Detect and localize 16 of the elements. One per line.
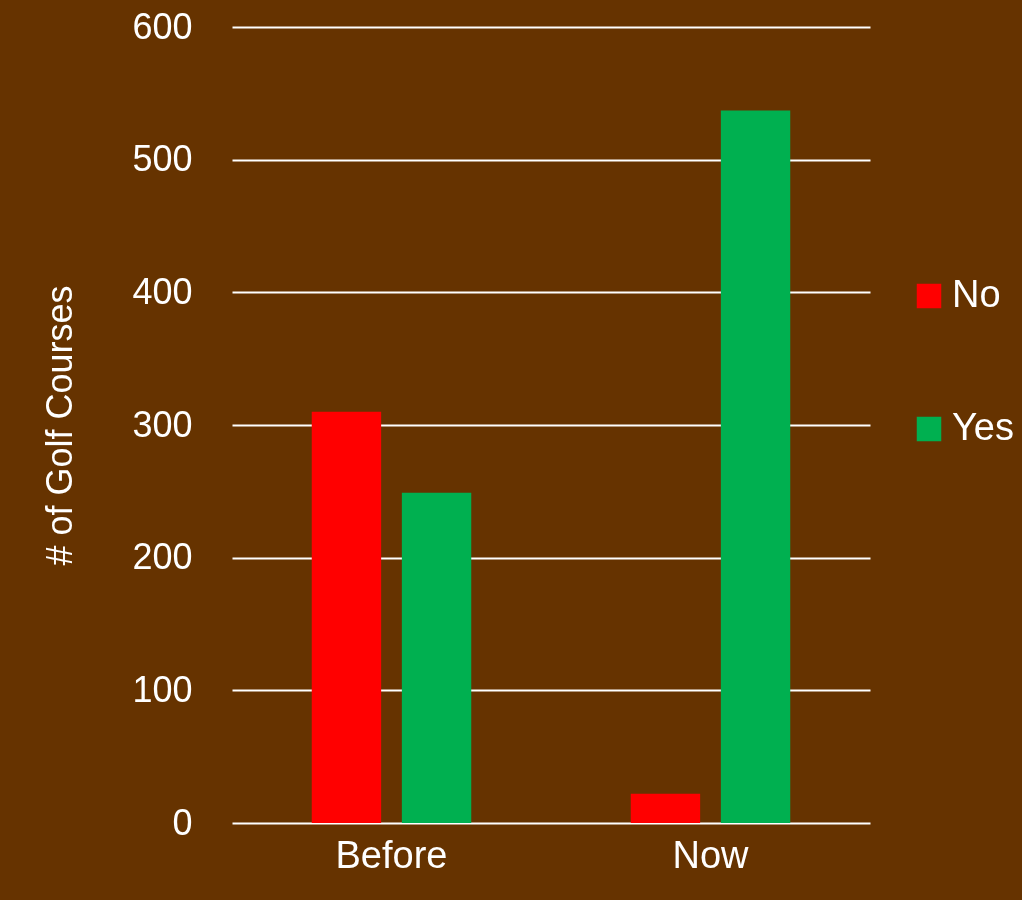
- y-tick-label: 400: [132, 270, 193, 312]
- y-axis-title: # of Golf Courses: [39, 285, 81, 566]
- x-tick-label: Before: [335, 833, 448, 876]
- y-tick-label: 600: [132, 5, 193, 47]
- y-tick-label: 500: [132, 138, 193, 180]
- legend-label: Yes: [952, 406, 1014, 448]
- bar: [401, 492, 472, 823]
- bar: [311, 411, 382, 823]
- y-tick-label: 100: [132, 668, 193, 710]
- y-tick-label: 300: [132, 403, 193, 445]
- x-tick-label: Now: [672, 833, 750, 876]
- y-tick-label: 0: [172, 801, 193, 843]
- y-tick-label: 200: [132, 536, 193, 578]
- bar: [630, 793, 701, 823]
- bar: [720, 110, 791, 823]
- legend-label: No: [952, 273, 1001, 315]
